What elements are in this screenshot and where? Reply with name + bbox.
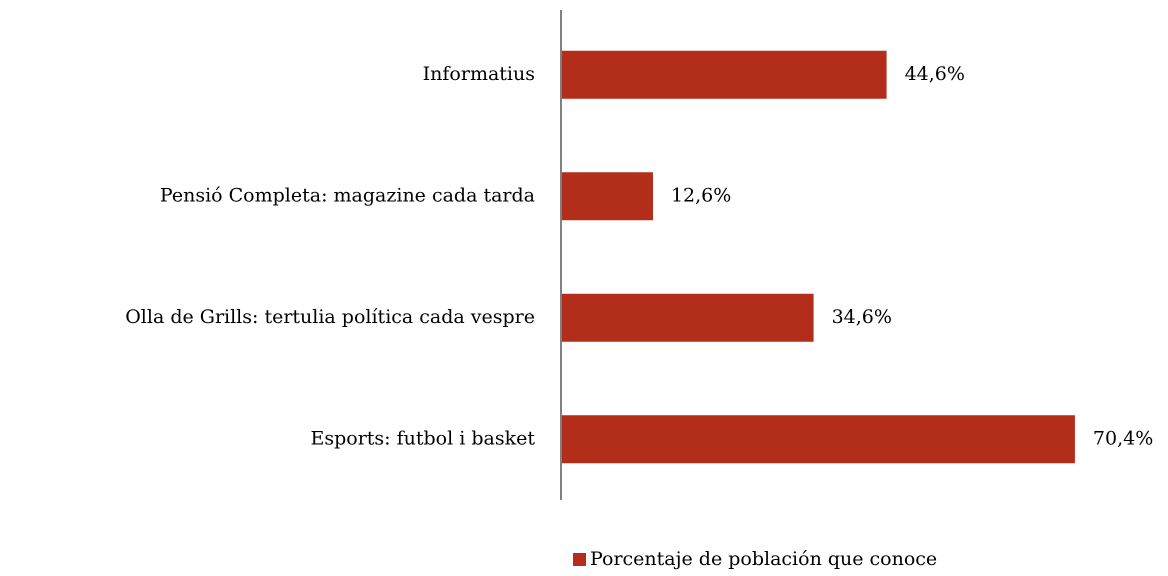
- bar: [561, 415, 1075, 464]
- category-label: Informatius: [423, 63, 535, 85]
- value-label: 12,6%: [671, 184, 731, 206]
- bar: [561, 50, 887, 99]
- category-label: Esports: futbol i basket: [310, 427, 535, 449]
- value-label: 70,4%: [1093, 427, 1153, 449]
- legend-swatch: [573, 553, 586, 566]
- value-label: 34,6%: [832, 306, 892, 328]
- category-label: Olla de Grills: tertulia política cada v…: [125, 306, 535, 328]
- bar: [561, 172, 653, 221]
- value-label: 44,6%: [905, 63, 965, 85]
- bar: [561, 293, 814, 342]
- category-label: Pensió Completa: magazine cada tarda: [160, 184, 535, 206]
- legend-label: Porcentaje de población que conoce: [590, 548, 937, 570]
